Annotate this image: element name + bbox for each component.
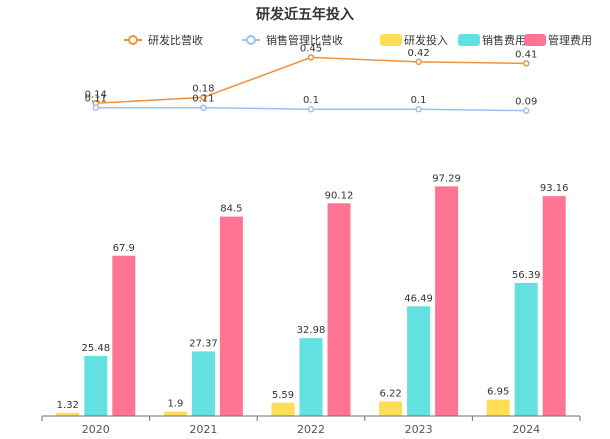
line-label-1-2: 0.1 <box>303 95 319 106</box>
bar-1-0 <box>84 355 108 416</box>
bar-label-0-2: 5.59 <box>272 390 294 401</box>
bar-label-1-3: 46.49 <box>404 293 433 304</box>
line-point-0-2 <box>307 54 315 61</box>
line-label-0-3: 0.42 <box>407 48 429 59</box>
bar-2-1 <box>219 216 243 416</box>
bar-0-0 <box>56 412 80 416</box>
legend-dot-marker-1 <box>246 35 256 45</box>
legend-label-0: 研发比营收 <box>148 33 203 47</box>
bar-0-3 <box>379 401 403 416</box>
x-tick-label-1: 2021 <box>189 423 217 436</box>
legend-label-2: 研发投入 <box>404 33 448 47</box>
line-point-1-2 <box>307 105 315 113</box>
bar-2-0 <box>112 255 136 416</box>
x-tick-label-0: 2020 <box>82 423 110 436</box>
legend-label-4: 管理费用 <box>548 33 592 47</box>
line-label-0-2: 0.45 <box>300 43 322 54</box>
line-label-1-4: 0.09 <box>515 97 537 108</box>
bar-0-1 <box>163 411 187 416</box>
x-tick-label-4: 2024 <box>512 423 540 436</box>
bar-label-1-1: 27.37 <box>189 338 218 349</box>
legend-bar-marker-3 <box>458 34 480 46</box>
bar-label-2-1: 84.5 <box>220 204 242 215</box>
bar-1-2 <box>299 338 323 416</box>
line-label-0-4: 0.41 <box>515 49 537 60</box>
bar-0-2 <box>271 402 295 416</box>
line-point-0-4 <box>522 60 530 67</box>
bar-label-0-0: 1.32 <box>57 400 79 411</box>
line-label-0-0: 0.14 <box>85 89 107 100</box>
bar-1-3 <box>407 306 431 416</box>
line-label-1-1: 0.11 <box>192 94 214 105</box>
legend-label-1: 销售管理比营收 <box>266 33 343 47</box>
line-point-0-3 <box>415 58 422 66</box>
chart-title: 研发近五年投入 <box>256 7 354 23</box>
line-point-1-4 <box>522 107 530 114</box>
bar-1-4 <box>514 282 538 416</box>
line-point-0-1 <box>200 94 207 101</box>
legend-dot-marker-0 <box>128 35 138 45</box>
bar-label-1-2: 32.98 <box>297 325 326 336</box>
line-label-1-0: 0.11 <box>85 94 107 105</box>
bar-label-1-4: 56.39 <box>512 270 541 281</box>
legend-label-3: 销售费用 <box>482 33 526 47</box>
bar-label-0-3: 6.22 <box>379 388 401 399</box>
bar-2-2 <box>327 203 351 416</box>
line-point-1-0 <box>92 104 100 111</box>
x-tick-label-2: 2022 <box>297 423 325 436</box>
bar-label-2-2: 90.12 <box>325 190 354 201</box>
bar-2-3 <box>435 186 459 416</box>
bar-label-1-0: 25.48 <box>81 343 110 354</box>
bar-label-2-4: 93.16 <box>540 183 569 194</box>
line-point-1-3 <box>415 105 422 113</box>
bar-label-2-3: 97.29 <box>432 173 461 184</box>
line-label-0-1: 0.18 <box>192 83 214 94</box>
bar-label-0-1: 1.9 <box>167 399 183 410</box>
x-tick-label-3: 2023 <box>405 423 433 436</box>
line-label-1-3: 0.1 <box>411 95 427 106</box>
line-point-1-1 <box>200 104 207 111</box>
bar-label-0-4: 6.95 <box>487 387 509 398</box>
bar-0-4 <box>486 399 510 416</box>
bar-1-1 <box>191 351 215 416</box>
legend-bar-marker-4 <box>524 34 546 46</box>
bar-2-4 <box>542 196 566 416</box>
legend-bar-marker-2 <box>380 34 402 46</box>
bar-label-2-0: 67.9 <box>113 243 135 254</box>
